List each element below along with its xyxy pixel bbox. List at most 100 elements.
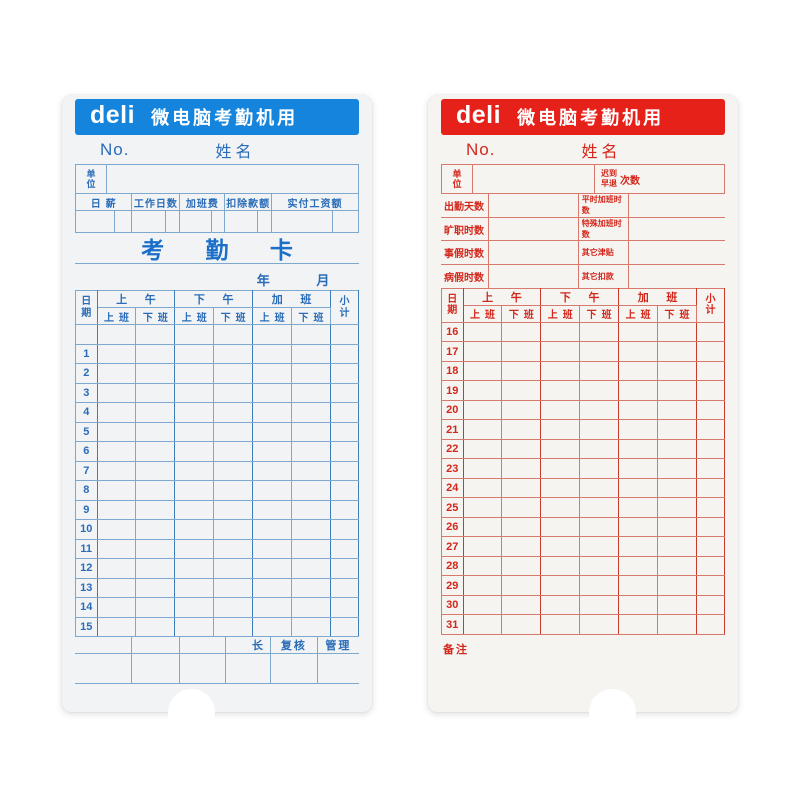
punch-cell (174, 558, 215, 579)
summary-row: 事假时数 其它津贴 (441, 241, 725, 266)
punch-cell (174, 343, 215, 364)
subtotal-cell (329, 616, 359, 637)
pay-summary-table: 日 薪 工作日数 加班费 扣除款额 实付工资额 (75, 193, 359, 233)
summary-value-blank (489, 194, 579, 217)
punch-cell (252, 324, 293, 345)
punch-card-notch (589, 689, 636, 736)
punch-cell (657, 360, 697, 382)
subtotal-cell (695, 614, 725, 635)
punch-cell (135, 324, 176, 345)
punch-cell (96, 577, 137, 598)
punch-cell (579, 380, 620, 401)
summary-value-blank (629, 241, 725, 264)
punch-cell (135, 480, 176, 501)
subtotal-cell (695, 516, 725, 538)
punch-cell (657, 438, 697, 460)
summary-value-blank (629, 218, 725, 241)
punch-grid: 日 期 上午 下午 加班 小 计 上班 下班 上班 下班 上班 下班 16 17 1… (441, 287, 726, 635)
subtotal-cell (695, 380, 725, 401)
punch-cell (618, 497, 659, 518)
punch-cell (291, 343, 331, 364)
subtotal-cell (329, 480, 359, 501)
date-cell: 14 (75, 597, 98, 618)
punch-cell (501, 575, 542, 596)
punch-cell (96, 382, 137, 403)
subtotal-column-header: 小 计 (329, 290, 360, 325)
punch-cell (618, 594, 659, 616)
punch-cell (579, 360, 620, 382)
month-label: 月 (316, 273, 330, 288)
punch-cell (174, 324, 215, 345)
punch-cell (579, 555, 620, 577)
punch-cell (96, 343, 137, 364)
punch-cell (579, 458, 620, 479)
clock-in-header: 上班 (174, 307, 215, 325)
clock-out-header: 下班 (579, 304, 620, 323)
punch-cell (213, 402, 254, 423)
unit-row: 单 位 迟到 早退 次数 (441, 164, 725, 194)
punch-cell (579, 477, 620, 499)
punch-cell (540, 594, 581, 616)
punch-cell (501, 555, 542, 577)
punch-cell (96, 460, 137, 481)
punch-cell (135, 382, 176, 403)
punch-cell (579, 594, 620, 616)
punch-cell (501, 497, 542, 518)
table-row: 30 (441, 594, 725, 616)
pay-value-blank (180, 211, 226, 232)
punch-cell (135, 421, 176, 442)
summary-value-blank (629, 194, 725, 217)
punch-cell (462, 438, 503, 460)
punch-cell (291, 519, 331, 540)
date-cell: 17 (441, 341, 464, 362)
overtime-group-header: 加班 (252, 290, 331, 308)
punch-cell (501, 536, 542, 557)
punch-cell (252, 480, 293, 501)
punch-cell (213, 577, 254, 598)
punch-cell (252, 597, 293, 618)
punch-cell (501, 380, 542, 401)
punch-cell (501, 341, 542, 362)
morning-group-header: 上午 (462, 287, 542, 306)
punch-cell (579, 419, 620, 440)
pay-value-blank (76, 211, 133, 232)
date-cell: 25 (441, 497, 464, 518)
table-row: 29 (441, 575, 725, 596)
remark-label: 备注 (443, 643, 469, 656)
punch-cell (174, 616, 215, 637)
punch-cell (618, 321, 659, 343)
table-row: 18 (441, 360, 725, 382)
clock-in-header: 上班 (252, 307, 293, 325)
punch-cell (657, 380, 697, 401)
punch-cell (540, 360, 581, 382)
clock-out-header: 下班 (135, 307, 176, 325)
deli-logo: deli (90, 101, 136, 129)
punch-cell (462, 594, 503, 616)
punch-cell (462, 360, 503, 382)
header-title: 微电脑考勤机用 (517, 108, 665, 128)
sign-cell-blank (271, 654, 318, 683)
punch-cell (135, 616, 176, 637)
morning-group-header: 上午 (96, 290, 176, 308)
punch-cell (252, 558, 293, 579)
punch-cell (174, 460, 215, 481)
table-row: 17 (441, 341, 725, 362)
date-cell: 22 (441, 438, 464, 460)
punch-cell (579, 399, 620, 421)
clock-out-header: 下班 (213, 307, 254, 325)
punch-cell (174, 597, 215, 618)
summary-label: 其它扣款 (579, 265, 630, 288)
name-label: 姓名 (215, 143, 256, 161)
table-row: 15 (75, 616, 359, 637)
attendance-card-front-blue: deli 微电脑考勤机用 No. 姓名 单 位 日 薪 工作日数 加班费 扣除款… (62, 95, 372, 736)
date-cell: 24 (441, 477, 464, 499)
punch-cell (252, 441, 293, 462)
punch-cell (579, 614, 620, 635)
punch-cell (540, 614, 581, 635)
summary-label: 病假时数 (441, 265, 490, 288)
punch-cell (135, 597, 176, 618)
punch-cell (213, 343, 254, 364)
punch-cell (540, 555, 581, 577)
date-cell: 3 (75, 382, 98, 403)
punch-cell (657, 575, 697, 596)
